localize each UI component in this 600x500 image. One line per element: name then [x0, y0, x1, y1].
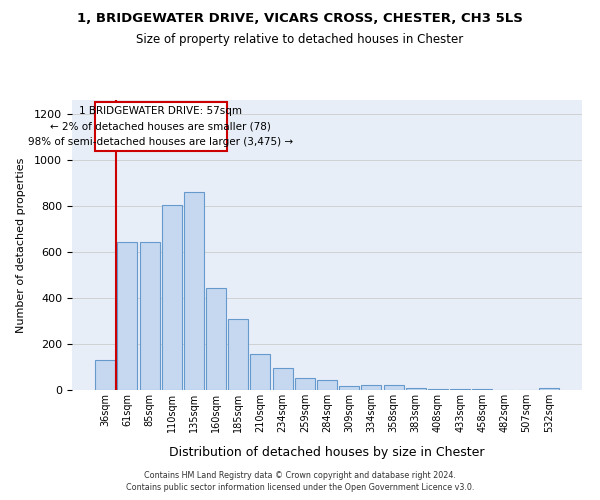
Bar: [450, 389, 470, 390]
Bar: [95, 360, 115, 390]
Text: Contains HM Land Registry data © Crown copyright and database right 2024.
Contai: Contains HM Land Registry data © Crown c…: [126, 471, 474, 492]
Bar: [228, 319, 248, 390]
Bar: [406, 388, 426, 390]
Text: Size of property relative to detached houses in Chester: Size of property relative to detached ho…: [136, 32, 464, 46]
Y-axis label: Number of detached properties: Number of detached properties: [16, 158, 26, 332]
Bar: [140, 242, 160, 390]
Bar: [383, 386, 404, 390]
Bar: [361, 386, 382, 390]
Bar: [162, 204, 182, 390]
Bar: [118, 242, 137, 390]
X-axis label: Distribution of detached houses by size in Chester: Distribution of detached houses by size …: [169, 446, 485, 459]
Bar: [295, 378, 315, 390]
Bar: [539, 388, 559, 390]
Bar: [184, 192, 204, 390]
Bar: [428, 389, 448, 390]
Bar: [317, 380, 337, 390]
Bar: [206, 288, 226, 390]
FancyBboxPatch shape: [95, 102, 227, 151]
Text: 1 BRIDGEWATER DRIVE: 57sqm
← 2% of detached houses are smaller (78)
98% of semi-: 1 BRIDGEWATER DRIVE: 57sqm ← 2% of detac…: [28, 106, 293, 147]
Bar: [339, 386, 359, 390]
Bar: [250, 354, 271, 390]
Bar: [272, 368, 293, 390]
Bar: [472, 389, 492, 390]
Text: 1, BRIDGEWATER DRIVE, VICARS CROSS, CHESTER, CH3 5LS: 1, BRIDGEWATER DRIVE, VICARS CROSS, CHES…: [77, 12, 523, 26]
